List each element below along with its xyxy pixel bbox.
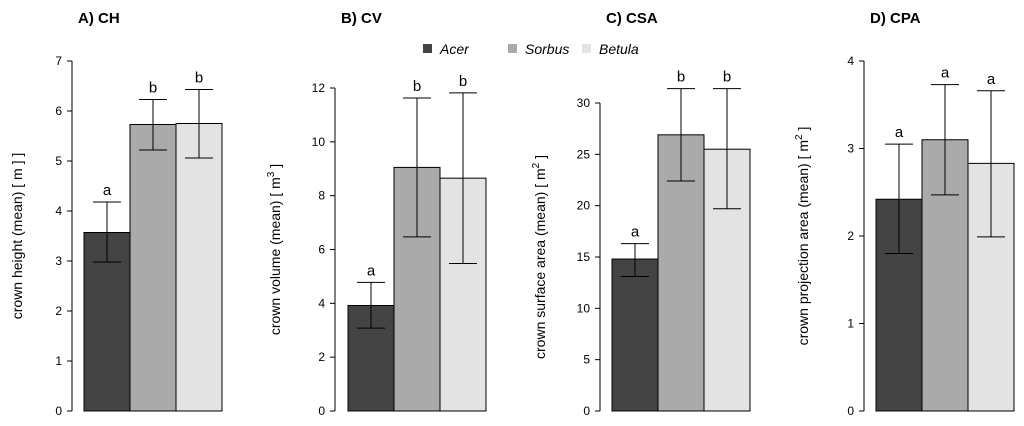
- significance-letter-acer: a: [367, 262, 376, 279]
- significance-letter-betula: b: [459, 73, 467, 90]
- y-tick-label: 10: [312, 135, 326, 149]
- y-tick-label: 2: [55, 304, 62, 318]
- y-tick-label: 1: [55, 354, 62, 368]
- bar-acer: [611, 258, 659, 412]
- legend-swatch-acer: [423, 44, 432, 53]
- y-tick-label: 5: [583, 353, 590, 367]
- legend-label-sorbus: Sorbus: [525, 41, 569, 57]
- y-tick-label: 4: [847, 54, 854, 68]
- y-tick-label: 0: [318, 404, 325, 418]
- chart-title: A) CH: [78, 10, 120, 27]
- legend-swatch-sorbus: [508, 44, 517, 53]
- y-tick-label: 15: [577, 250, 591, 264]
- significance-letter-betula: b: [723, 69, 731, 86]
- legend-label-acer: Acer: [439, 41, 470, 57]
- chart-title: B) CV: [341, 10, 382, 27]
- bar-betula: [175, 123, 223, 412]
- chart-title: C) CSA: [606, 10, 658, 27]
- y-axis-label: crown height (mean) [ m ] ]: [9, 153, 25, 320]
- y-tick-label: 0: [55, 404, 62, 418]
- significance-letter-sorbus: a: [941, 65, 950, 82]
- y-tick-label: 10: [577, 301, 591, 315]
- chart-panel-4: D) CPA 0 1 2 3 4 crown projection area (mean) …: [794, 10, 1015, 418]
- y-tick-label: 7: [55, 54, 62, 68]
- y-tick-label: 12: [312, 81, 326, 95]
- legend-label-betula: Betula: [599, 41, 639, 57]
- y-axis-label: crown surface area (mean) [ m2 ]: [531, 155, 548, 359]
- y-tick-label: 0: [847, 404, 854, 418]
- y-axis-label: crown volume (mean) [ m3 ]: [266, 164, 283, 335]
- y-tick-label: 1: [847, 317, 854, 331]
- chart-title: D) CPA: [870, 10, 921, 27]
- chart-panel-1: A) CH 0 1 2 3 4 5 6 7 crown height (mean) [ m ] ]…: [9, 10, 223, 418]
- significance-letter-betula: a: [987, 71, 996, 88]
- significance-letter-sorbus: b: [413, 78, 421, 95]
- y-tick-label: 6: [318, 243, 325, 257]
- y-tick-label: 2: [318, 350, 325, 364]
- chart-panel-3: C) CSA 0 5 10 15 20 25 30 crown surface area (me…: [531, 10, 751, 418]
- significance-letter-sorbus: b: [149, 80, 157, 97]
- y-tick-label: 0: [583, 404, 590, 418]
- y-tick-label: 4: [55, 204, 62, 218]
- y-tick-label: 6: [55, 104, 62, 118]
- significance-letter-acer: a: [103, 182, 112, 199]
- y-tick-label: 20: [577, 199, 591, 213]
- y-tick-label: 5: [55, 154, 62, 168]
- y-tick-label: 3: [55, 254, 62, 268]
- y-tick-label: 30: [577, 96, 591, 110]
- bar-sorbus: [129, 124, 177, 412]
- significance-letter-acer: a: [631, 224, 640, 241]
- legend-swatch-betula: [582, 44, 591, 53]
- significance-letter-acer: a: [895, 124, 904, 141]
- y-tick-label: 3: [847, 142, 854, 156]
- y-tick-label: 25: [577, 147, 591, 161]
- y-axis-label: crown projection area (mean) [ m2 ]: [794, 127, 811, 346]
- y-tick-label: 2: [847, 229, 854, 243]
- y-tick-label: 4: [318, 296, 325, 310]
- y-tick-label: 8: [318, 189, 325, 203]
- bar-betula: [967, 162, 1015, 412]
- legend: Acer Sorbus Betula: [423, 41, 639, 57]
- significance-letter-betula: b: [195, 70, 203, 87]
- chart-panel-2: B) CV 0 2 4 6 8 10 12 crown volume (mean) [ m3 ]…: [266, 10, 487, 418]
- significance-letter-sorbus: b: [677, 69, 685, 86]
